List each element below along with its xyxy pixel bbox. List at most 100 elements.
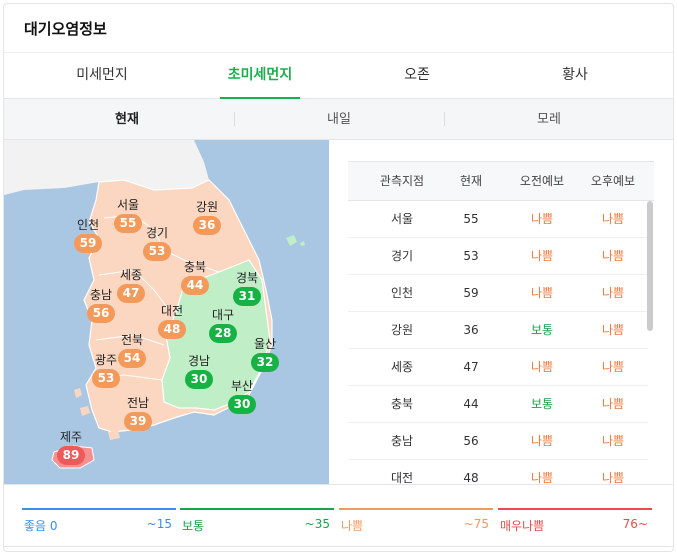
map-region-gyeonggi[interactable]: 경기 53 [135, 226, 179, 261]
map-region-chungbuk[interactable]: 충북 44 [173, 260, 217, 295]
cell-am-forecast: 나쁨 [530, 249, 554, 263]
card-header: 대기오염정보 [4, 4, 673, 53]
legend-label: 보통 [182, 519, 205, 533]
map-region-gyeongbuk[interactable]: 경북 31 [225, 271, 269, 306]
cell-pm-forecast: 나쁨 [601, 434, 625, 448]
region-value-badge: 36 [193, 216, 221, 235]
map-region-jeju[interactable]: 제주 89 [49, 430, 93, 465]
region-name: 충남 [89, 288, 113, 302]
cell-site: 세종 [390, 360, 414, 374]
column-header-current: 현재 [459, 174, 483, 188]
cell-current: 55 [463, 212, 479, 226]
region-name: 서울 [116, 198, 140, 212]
legend-range: 76~ [622, 517, 648, 531]
region-name: 경기 [145, 226, 169, 240]
map-region-busan[interactable]: 부산 30 [220, 379, 264, 414]
region-value-badge: 44 [181, 276, 209, 295]
region-name: 부산 [230, 379, 254, 393]
region-value-badge: 28 [209, 324, 237, 343]
cell-am-forecast: 나쁨 [530, 286, 554, 300]
table-row[interactable]: 경기 53 나쁨 나쁨 [348, 238, 648, 275]
tab-ozone[interactable]: 오존 [404, 67, 430, 83]
region-value-badge: 30 [185, 370, 213, 389]
tab-yellow-dust[interactable]: 황사 [562, 67, 588, 83]
tab-tomorrow[interactable]: 내일 [327, 112, 351, 127]
legend-normal: 보통 ~35 [180, 508, 334, 534]
legend-label: 좋음 0 [24, 519, 58, 533]
map-region-incheon[interactable]: 인천 59 [66, 218, 110, 253]
cell-pm-forecast: 나쁨 [601, 471, 625, 484]
region-name: 충북 [183, 260, 207, 274]
legend-good: 좋음 0 ~15 [22, 508, 176, 534]
map-region-gangwon[interactable]: 강원 36 [185, 200, 229, 235]
cell-current: 53 [463, 249, 479, 263]
korea-map: 서울 55 인천 59 강원 36 경기 53 세종 47 충북 44 경북 3… [4, 140, 329, 484]
legend-bad: 나쁨 ~75 [339, 508, 493, 534]
region-name: 인천 [76, 218, 100, 232]
region-name: 울산 [253, 337, 277, 351]
map-region-gyeongnam[interactable]: 경남 30 [177, 354, 221, 389]
region-value-badge: 54 [118, 349, 146, 368]
tab-day-after-tomorrow[interactable]: 모레 [537, 112, 561, 127]
column-header-site: 관측지점 [379, 174, 425, 188]
cell-am-forecast: 나쁨 [530, 360, 554, 374]
region-value-badge: 56 [87, 304, 115, 323]
cell-am-forecast: 나쁨 [530, 212, 554, 226]
region-value-badge: 53 [143, 242, 171, 261]
cell-site: 인천 [390, 286, 414, 300]
legend-range: ~15 [146, 517, 172, 531]
map-region-gwangju[interactable]: 광주 53 [84, 353, 128, 388]
cell-pm-forecast: 나쁨 [601, 397, 625, 411]
cell-am-forecast: 나쁨 [530, 434, 554, 448]
region-name: 세종 [119, 268, 143, 282]
table-row[interactable]: 세종 47 나쁨 나쁨 [348, 349, 648, 386]
map-region-daejeon[interactable]: 대전 48 [150, 304, 194, 339]
table-row[interactable]: 서울 55 나쁨 나쁨 [348, 201, 648, 238]
station-table: 관측지점 현재 오전예보 오후예보 서울 55 나쁨 나쁨 경기 53 나쁨 나… [348, 161, 654, 484]
region-value-badge: 31 [233, 287, 261, 306]
cell-site: 충남 [390, 434, 414, 448]
legend-very-bad: 매우나쁨 76~ [498, 508, 652, 534]
cell-am-forecast: 보통 [530, 397, 554, 411]
table-header: 관측지점 현재 오전예보 오후예보 [348, 162, 654, 201]
cell-current: 47 [463, 360, 479, 374]
region-name: 대구 [211, 308, 235, 322]
cell-pm-forecast: 나쁨 [601, 360, 625, 374]
table-row[interactable]: 대전 48 나쁨 나쁨 [348, 460, 648, 484]
table-row[interactable]: 강원 36 보통 나쁨 [348, 312, 648, 349]
map-region-ulsan[interactable]: 울산 32 [243, 337, 287, 372]
cell-site: 강원 [390, 323, 414, 337]
cell-site: 서울 [390, 212, 414, 226]
cell-site: 대전 [390, 471, 414, 484]
map-region-jeonnam[interactable]: 전남 39 [116, 396, 160, 431]
cell-current: 44 [463, 397, 479, 411]
map-region-chungnam[interactable]: 충남 56 [79, 288, 123, 323]
region-value-badge: 32 [251, 353, 279, 372]
map-region-sejong[interactable]: 세종 47 [109, 268, 153, 303]
divider [234, 112, 235, 126]
tab-now[interactable]: 현재 [115, 112, 139, 127]
cell-pm-forecast: 나쁨 [601, 323, 625, 337]
region-value-badge: 30 [228, 395, 256, 414]
region-name: 강원 [195, 200, 219, 214]
table-row[interactable]: 충남 56 나쁨 나쁨 [348, 423, 648, 460]
region-value-badge: 48 [158, 320, 186, 339]
map-region-daegu[interactable]: 대구 28 [201, 308, 245, 343]
cell-current: 56 [463, 434, 479, 448]
table-row[interactable]: 인천 59 나쁨 나쁨 [348, 275, 648, 312]
region-value-badge: 39 [124, 412, 152, 431]
tab-ultrafine-dust[interactable]: 초미세먼지 [180, 53, 340, 99]
table-row[interactable]: 충북 44 보통 나쁨 [348, 386, 648, 423]
legend-label: 나쁨 [341, 519, 364, 533]
table-scrollbar[interactable] [647, 201, 653, 331]
map-region-seoul[interactable]: 서울 55 [106, 198, 150, 233]
region-value-badge: 47 [117, 284, 145, 303]
page-title: 대기오염정보 [24, 20, 107, 38]
region-name: 제주 [59, 430, 83, 444]
cell-site: 충북 [390, 397, 414, 411]
cell-am-forecast: 보통 [530, 323, 554, 337]
map-region-jeonbuk[interactable]: 전북 54 [110, 333, 154, 368]
pollutant-tabs: 미세먼지 초미세먼지 오존 황사 [4, 53, 673, 99]
divider [4, 546, 673, 547]
tab-fine-dust[interactable]: 미세먼지 [76, 67, 128, 83]
